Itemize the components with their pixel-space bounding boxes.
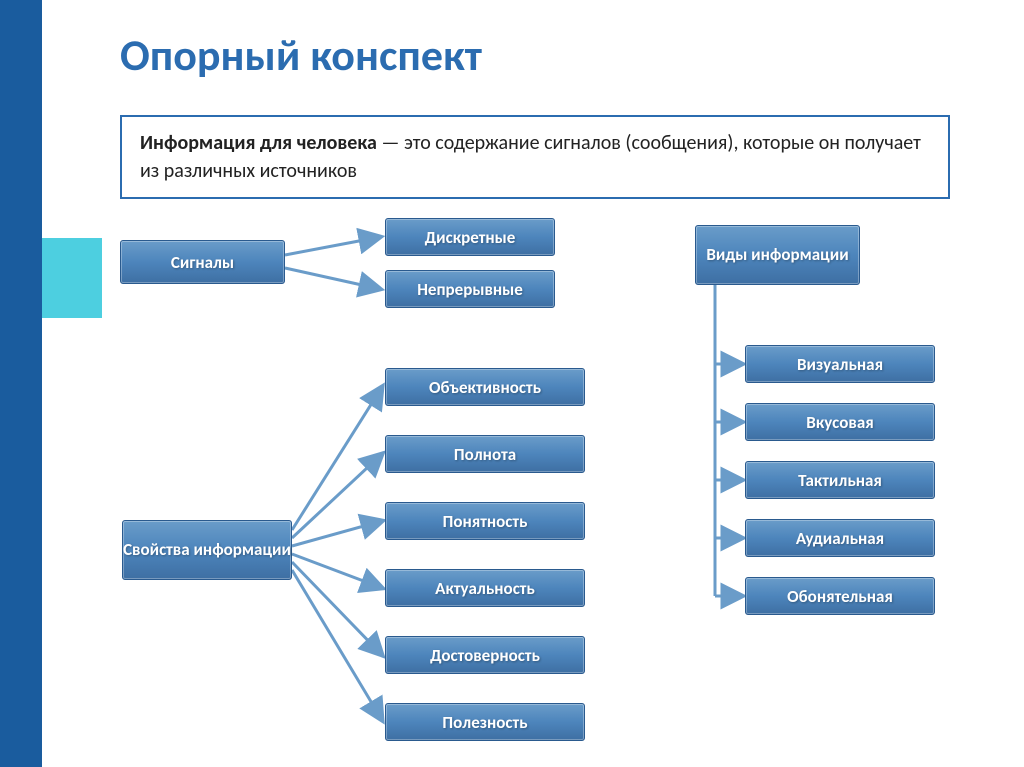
node-actuality: Актуальность: [385, 569, 585, 607]
node-usefulness: Полезность: [385, 703, 585, 741]
node-audio: Аудиальная: [745, 519, 935, 557]
definition-box: Информация для человека — это содержание…: [120, 115, 950, 199]
node-types: Виды информации: [695, 225, 860, 285]
node-clarity: Понятность: [385, 502, 585, 540]
node-objectivity: Объективность: [385, 368, 585, 406]
definition-text: Информация для человека — это содержание…: [140, 131, 921, 183]
node-taste: Вкусовая: [745, 403, 935, 441]
node-reliability: Достоверность: [385, 636, 585, 674]
node-continuous: Непрерывные: [385, 270, 555, 308]
sidebar-dark: [0, 0, 42, 767]
page-title: Опорный конспект: [120, 28, 482, 82]
node-smell: Обонятельная: [745, 577, 935, 615]
sidebar-light: [42, 238, 102, 318]
node-tactile: Тактильная: [745, 461, 935, 499]
node-visual: Визуальная: [745, 345, 935, 383]
node-signals: Сигналы: [120, 240, 285, 284]
node-properties: Свойства информации: [122, 520, 292, 580]
node-discrete: Дискретные: [385, 218, 555, 256]
node-fullness: Полнота: [385, 435, 585, 473]
